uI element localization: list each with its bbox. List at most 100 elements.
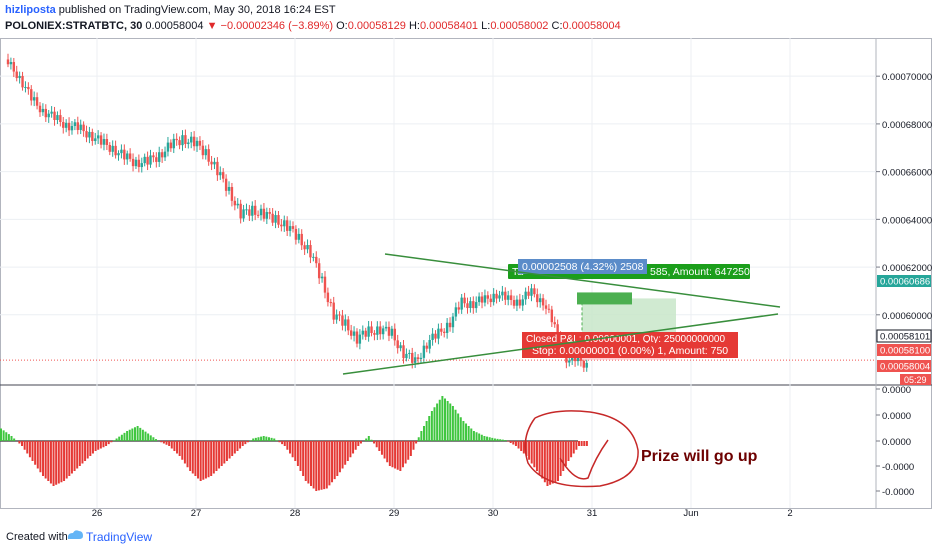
- osc-bar: [278, 441, 281, 443]
- candles: [0, 53, 876, 372]
- osc-bar: [399, 441, 402, 471]
- candle-body: [18, 75, 21, 79]
- candle-body: [309, 245, 312, 258]
- candle-body: [457, 307, 460, 310]
- osc-bar: [249, 440, 252, 441]
- candle-body: [30, 89, 33, 101]
- candle-body: [35, 97, 39, 106]
- candle-body: [387, 326, 391, 336]
- osc-bar: [386, 441, 389, 463]
- osc-bar: [10, 436, 13, 441]
- candle-body: [6, 59, 10, 65]
- time-axis[interactable]: 26 27 28 29 30 31 Jun 2: [92, 508, 793, 519]
- time-tick-label: 31: [587, 508, 598, 519]
- author-link[interactable]: hizliposta: [5, 4, 56, 16]
- time-tick-label: 28: [290, 508, 301, 519]
- osc-bar: [212, 441, 215, 474]
- chart-area[interactable]: 0.00070000 0.00068000 0.00066000 0.00064000…: [0, 38, 932, 522]
- price-axis[interactable]: 0.00070000 0.00068000 0.00066000 0.00064000…: [876, 72, 932, 322]
- osc-bar: [13, 438, 16, 441]
- osc-bar: [444, 398, 447, 441]
- candle-body: [544, 305, 548, 309]
- osc-bar: [407, 441, 410, 460]
- candle-body: [262, 208, 266, 219]
- osc-bar: [165, 441, 168, 445]
- oscillator-axis[interactable]: 0.0000 0.0000 0.0000 -0.0000 -0.0000: [876, 385, 914, 498]
- osc-bar: [517, 441, 520, 449]
- candle-body: [172, 138, 175, 149]
- osc-bar: [307, 441, 310, 484]
- candle-body: [541, 298, 545, 306]
- ohlc-line: POLONIEX:STRATBTC, 30 0.00058004 ▼ −0.00…: [5, 20, 621, 32]
- annotation-arrow: [559, 439, 609, 480]
- candle-body: [47, 113, 50, 118]
- osc-bar: [451, 406, 454, 441]
- candle-body: [524, 291, 527, 300]
- candle-body: [50, 111, 53, 114]
- candle-body: [114, 145, 117, 156]
- candle-body: [440, 328, 443, 332]
- candle-body: [285, 220, 289, 231]
- osc-bar: [76, 441, 79, 469]
- osc-bar: [528, 441, 531, 460]
- osc-bar: [570, 441, 573, 458]
- osc-bar: [57, 441, 60, 484]
- osc-bar: [299, 441, 302, 471]
- symbol-label[interactable]: POLONIEX:STRATBTC, 30: [5, 20, 143, 32]
- candle-body: [160, 152, 164, 158]
- tradingview-brand[interactable]: TradingView: [86, 530, 153, 544]
- osc-bar: [388, 441, 391, 466]
- osc-bar: [317, 441, 320, 491]
- candle-body: [475, 302, 478, 309]
- candle-body: [390, 328, 394, 336]
- osc-bar: [580, 441, 583, 446]
- close-value: 0.00058004: [562, 20, 621, 32]
- trendlines[interactable]: [342, 253, 781, 375]
- osc-bar: [349, 441, 352, 458]
- candle-body: [187, 142, 190, 145]
- time-tick-label: 2: [787, 508, 792, 519]
- candle-body: [64, 122, 68, 128]
- candle-body: [96, 135, 100, 139]
- chart-header: hizliposta published on TradingView.com,…: [0, 0, 932, 38]
- candle-body: [466, 303, 469, 309]
- candle-body: [419, 357, 423, 360]
- candle-body: [192, 136, 196, 147]
- candle-body: [277, 215, 280, 225]
- candle-body: [32, 97, 36, 101]
- candle-body: [335, 314, 338, 320]
- osc-bar: [370, 439, 373, 441]
- price-tick-label: 0.00062000: [882, 263, 932, 274]
- osc-bar: [170, 441, 173, 449]
- osc-bar: [486, 436, 489, 441]
- osc-bar: [409, 441, 412, 456]
- candle-body: [323, 276, 327, 293]
- candle-body: [120, 149, 123, 154]
- osc-bar: [365, 438, 368, 441]
- osc-bar: [236, 441, 239, 451]
- osc-bar: [78, 441, 81, 466]
- annotation[interactable]: Prize will go up: [524, 410, 758, 488]
- candle-body: [399, 345, 402, 349]
- osc-bar: [401, 441, 404, 468]
- candle-body: [91, 131, 94, 142]
- long-position-tool[interactable]: 585, Amount: 647250Ta0.00002508 (4.32%) …: [508, 259, 750, 360]
- osc-bar: [47, 441, 50, 481]
- candle-body: [396, 340, 399, 349]
- candle-body: [152, 155, 155, 158]
- candle-body: [486, 295, 490, 299]
- price-label-text: 0.00058100: [880, 346, 930, 357]
- time-tick-label: 29: [389, 508, 400, 519]
- osc-bar: [583, 441, 586, 446]
- candle-body: [437, 328, 440, 339]
- candle-body: [9, 62, 13, 65]
- osc-bar: [215, 441, 218, 471]
- osc-bar: [357, 441, 360, 446]
- candle-body: [137, 159, 141, 168]
- osc-bar: [210, 441, 213, 476]
- candle-body: [393, 328, 396, 341]
- candle-body: [329, 302, 333, 304]
- osc-bar: [199, 441, 202, 481]
- osc-bar: [525, 441, 528, 456]
- candle-body: [181, 135, 184, 146]
